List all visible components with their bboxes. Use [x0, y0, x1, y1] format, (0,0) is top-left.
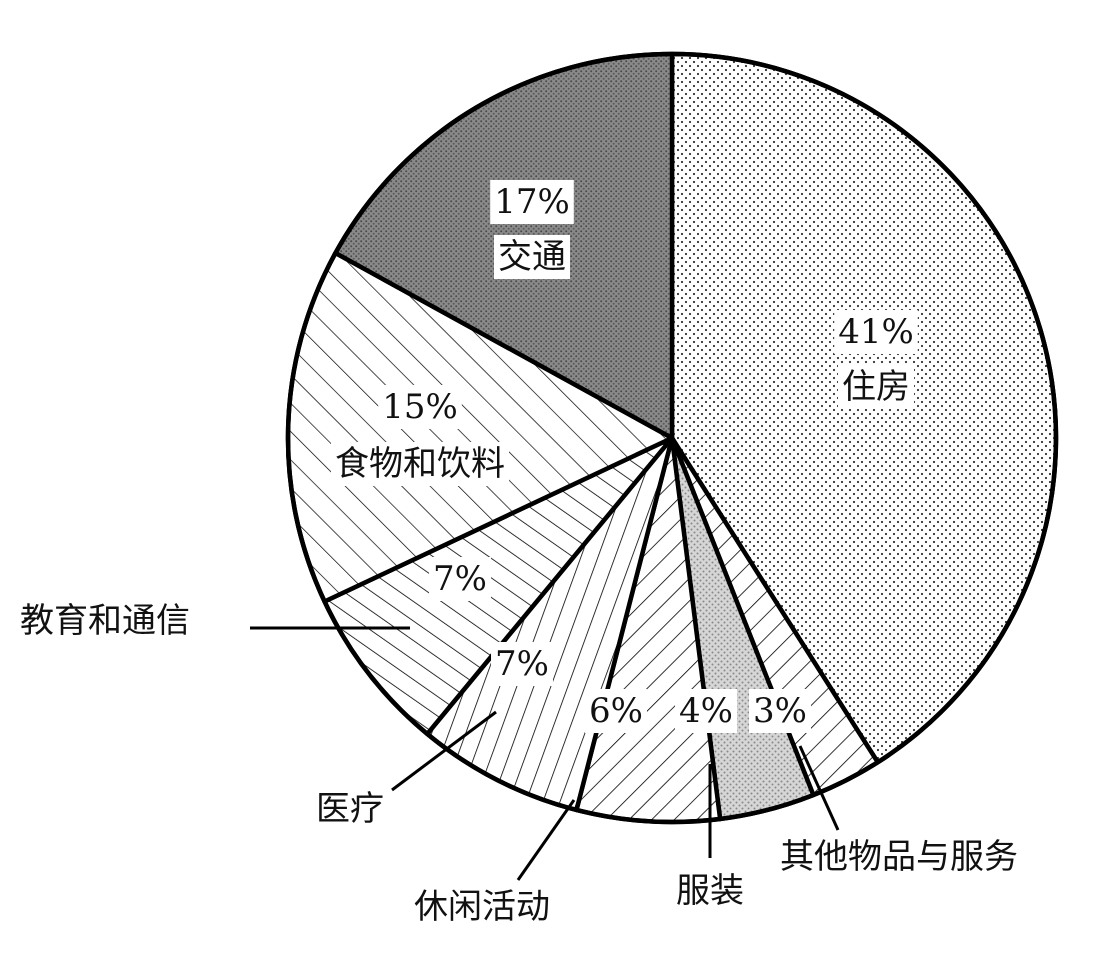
value-label-food-group: 15%: [378, 385, 462, 429]
category-label-education-group: 教育和通信: [20, 601, 190, 641]
value-label-clothing-group: 4%: [675, 689, 737, 733]
category-label-transport: 交通: [498, 237, 566, 277]
value-label-medical-group: 7%: [491, 642, 553, 686]
value-label-transport-group: 17%: [490, 180, 574, 224]
value-label-other-bg: [749, 689, 811, 733]
leader-line-other: [798, 745, 840, 831]
value-label-transport: 17%: [494, 182, 570, 222]
category-label-clothing: 服装: [676, 871, 744, 911]
category-label-food: 食物和饮料: [335, 444, 505, 484]
value-label-education-bg: [429, 557, 491, 601]
slices-layer: [285, 51, 1059, 825]
value-label-education-group: 7%: [429, 557, 491, 601]
category-label-housing-bg: [838, 365, 914, 409]
category-label-education: 教育和通信: [20, 601, 190, 641]
category-label-medical-group: 医疗: [316, 789, 384, 829]
value-label-food-bg: [378, 385, 462, 429]
leaders-layer: [250, 626, 840, 881]
leader-line-leisure: [516, 799, 576, 881]
value-label-medical-bg: [491, 642, 553, 686]
category-label-food-bg: [331, 442, 509, 486]
category-label-other: 其他物品与服务: [780, 837, 1018, 877]
category-label-transport-group: 交通: [494, 235, 570, 279]
value-label-clothing: 4%: [679, 691, 733, 731]
value-label-food: 15%: [382, 387, 458, 427]
leader-line-medical: [391, 710, 497, 792]
category-label-transport-bg: [494, 235, 570, 279]
category-label-housing-group: 住房: [838, 365, 914, 409]
category-label-leisure-group: 休闲活动: [414, 887, 550, 927]
value-label-housing-group: 41%: [834, 310, 918, 354]
value-label-leisure-group: 6%: [585, 689, 647, 733]
category-label-medical: 医疗: [316, 789, 384, 829]
value-label-clothing-bg: [675, 689, 737, 733]
value-label-housing: 41%: [838, 312, 914, 352]
value-label-other-group: 3%: [749, 689, 811, 733]
value-label-leisure-bg: [585, 689, 647, 733]
value-label-transport-bg: [490, 180, 574, 224]
category-label-housing: 住房: [842, 367, 910, 407]
value-label-medical: 7%: [495, 644, 549, 684]
category-label-clothing-group: 服装: [676, 871, 744, 911]
value-label-education: 7%: [433, 559, 487, 599]
labels-layer: 41% 住房 3% 其他物品与服务 4% 服装 6% 休闲活动 7% 医疗 7% 教育和通信 15% 食物…: [20, 180, 1018, 927]
value-label-leisure: 6%: [589, 691, 643, 731]
category-label-food-group: 食物和饮料: [331, 442, 509, 486]
value-label-other: 3%: [753, 691, 807, 731]
category-label-other-group: 其他物品与服务: [780, 837, 1018, 877]
value-label-housing-bg: [834, 310, 918, 354]
category-label-leisure: 休闲活动: [414, 887, 550, 927]
pie-outline: [285, 51, 1059, 825]
